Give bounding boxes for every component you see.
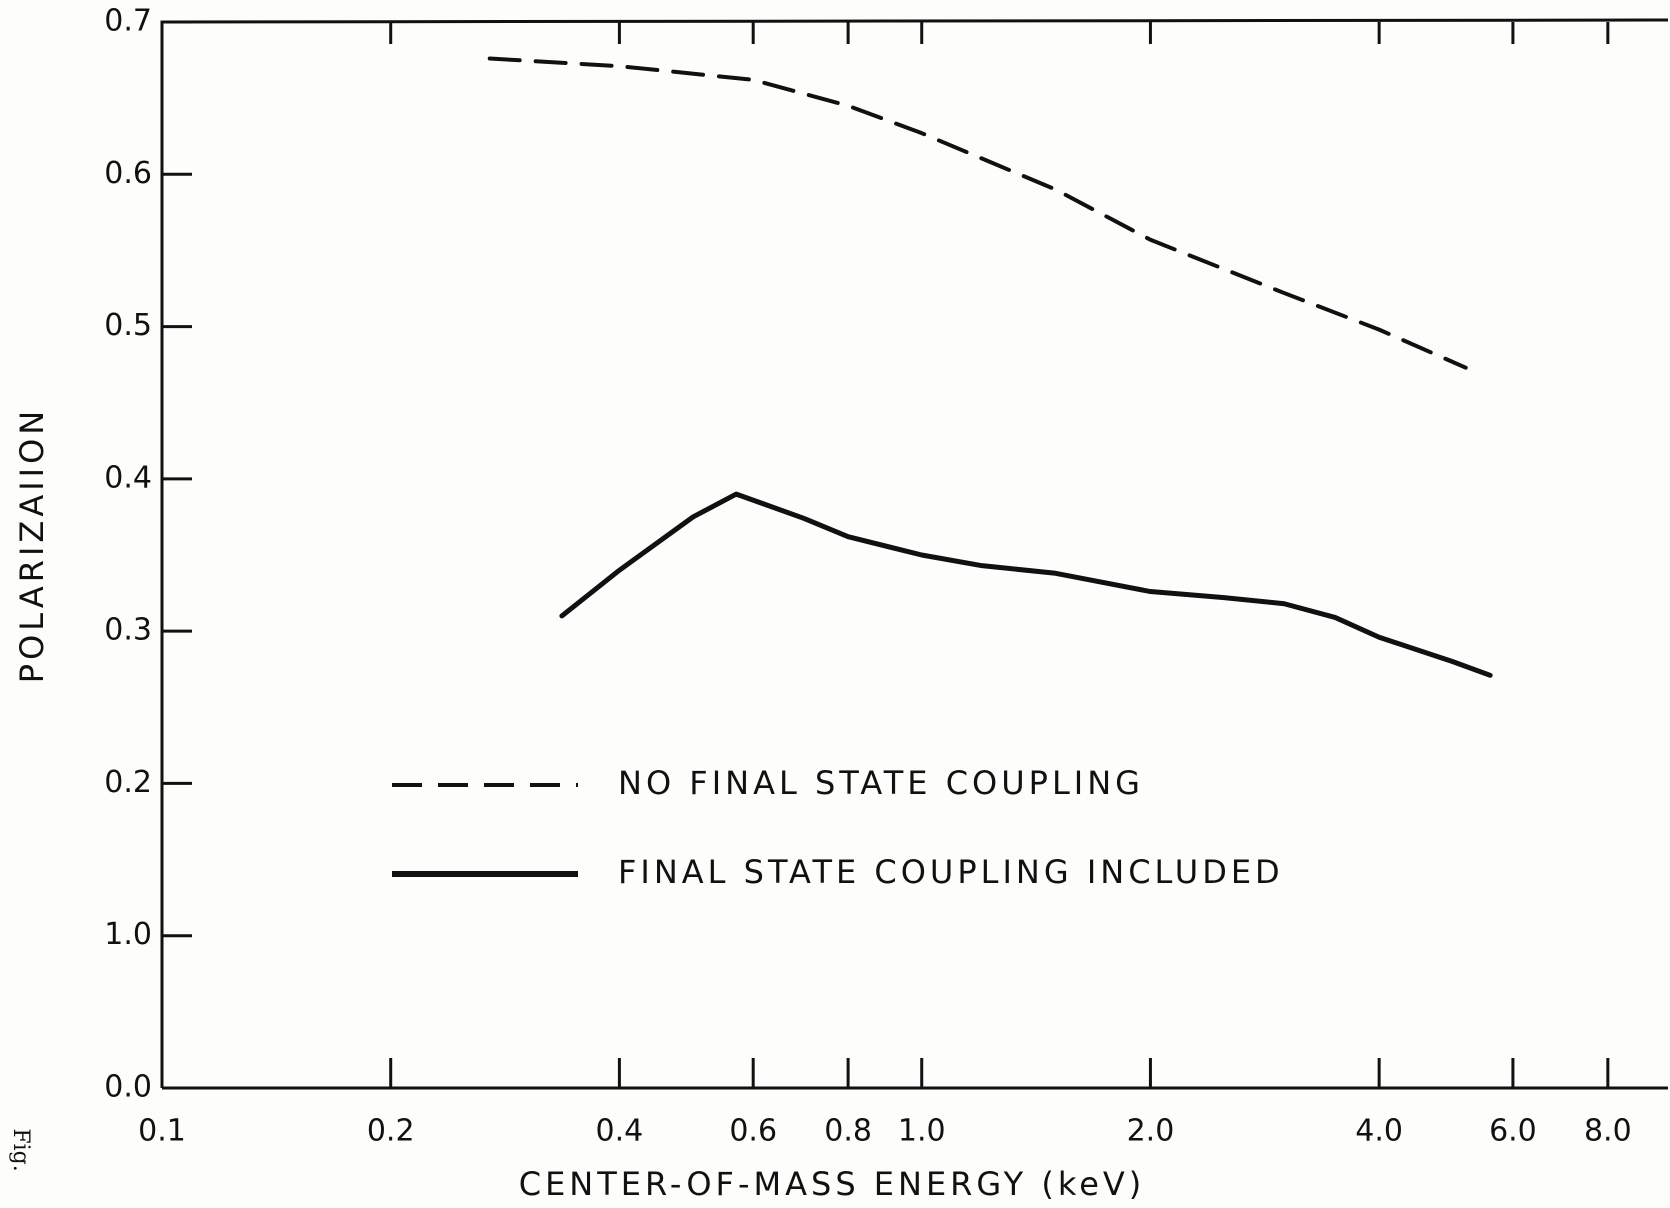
x-tick-label: 0.1 (138, 1114, 186, 1149)
legend-label: NO FINAL STATE COUPLING (618, 764, 1144, 802)
x-tick-label: 6.0 (1489, 1114, 1537, 1149)
y-tick-label: 0.2 (104, 765, 152, 800)
y-tick-label: 0.0 (104, 1070, 152, 1105)
x-tick-label: 0.8 (824, 1114, 872, 1149)
x-tick-label: 1.0 (898, 1114, 946, 1149)
y-tick-label: 0.5 (104, 308, 152, 343)
y-tick-label: 0.3 (104, 613, 152, 648)
y-tick-label: 0.4 (104, 460, 152, 495)
x-tick-label: 0.4 (596, 1114, 644, 1149)
x-tick-label: 4.0 (1355, 1114, 1403, 1149)
y-axis-label: POLARIZAIION (13, 407, 51, 683)
y-tick-label: 1.0 (104, 917, 152, 952)
series-line (487, 56, 1468, 370)
x-axis-label: CENTER-OF-MASS ENERGY (keV) (519, 1165, 1146, 1203)
series-line (559, 491, 1493, 678)
y-tick-label: 0.6 (104, 156, 152, 191)
legend-label: FINAL STATE COUPLING INCLUDED (618, 853, 1284, 891)
x-tick-label: 2.0 (1127, 1114, 1175, 1149)
x-tick-label: 0.6 (729, 1114, 777, 1149)
x-tick-label: 8.0 (1584, 1114, 1632, 1149)
fig-label: Fig. (8, 1128, 33, 1171)
x-tick-label: 0.2 (367, 1114, 415, 1149)
y-tick-label: 0.7 (104, 4, 152, 39)
